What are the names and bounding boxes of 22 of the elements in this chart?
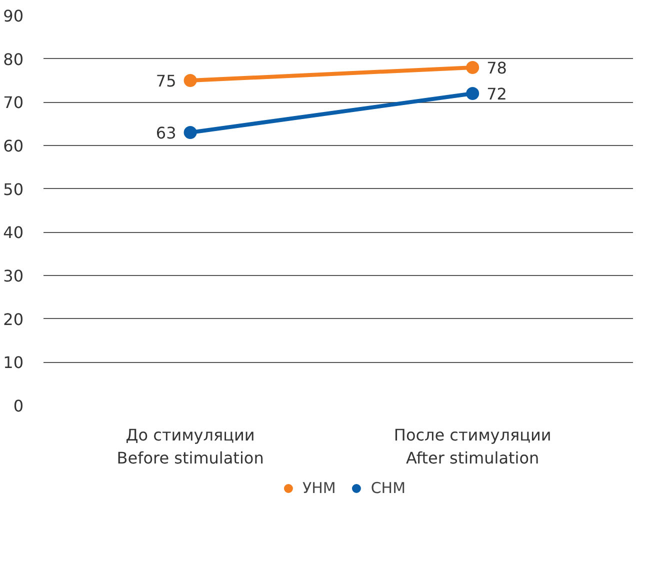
y-tick-label: 20 <box>3 310 24 329</box>
y-tick-label: 80 <box>3 50 24 69</box>
point <box>466 87 480 100</box>
data-label: 78 <box>486 58 507 78</box>
y-tick-label: 0 <box>13 396 24 416</box>
data-label: 63 <box>156 124 176 142</box>
y-tick-label: 10 <box>3 353 24 372</box>
y-tick-label: 90 <box>3 6 24 26</box>
x-tick-label: До стимуляции Before stimulation <box>116 426 264 468</box>
x-tick-label: После стимуляции After stimulation <box>394 426 552 468</box>
y-tick-label: 70 <box>3 93 24 112</box>
legend-label: СНМ <box>370 479 406 497</box>
y-tick-label: 30 <box>3 266 24 286</box>
legend-label: УНМ <box>302 479 336 497</box>
point <box>466 61 480 74</box>
y-tick-label: 60 <box>3 136 24 156</box>
y-tick-label: 40 <box>3 223 24 242</box>
point <box>184 74 197 87</box>
y-tick-label: 50 <box>3 180 24 199</box>
data-label: 75 <box>156 72 176 90</box>
point <box>184 126 197 139</box>
data-label: 72 <box>486 84 507 104</box>
